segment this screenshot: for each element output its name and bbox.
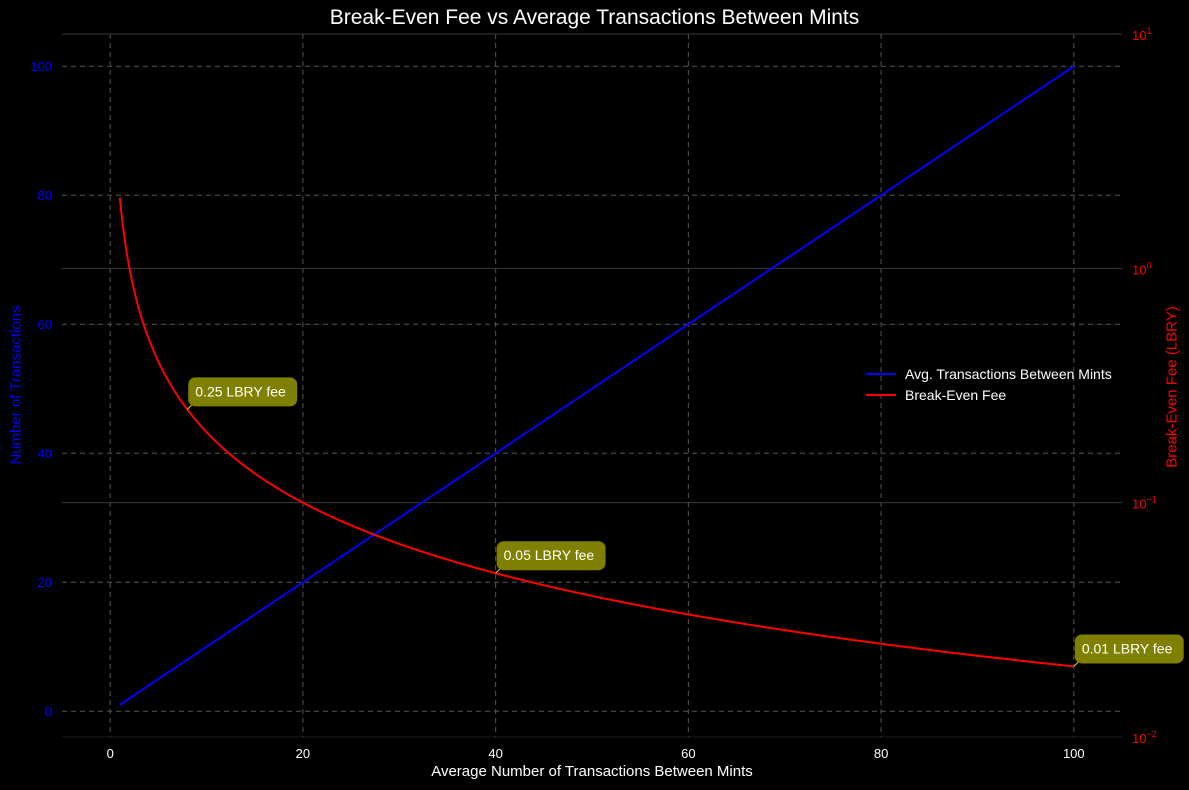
legend-item-avg-transactions: Avg. Transactions Between Mints: [866, 363, 1112, 384]
y-left-tick-label: 0: [45, 704, 52, 719]
y-axis-right-label: Break-Even Fee (LBRY): [1163, 306, 1181, 468]
annotation-box: [496, 541, 606, 571]
annotation-label: 0.01 LBRY fee: [1082, 640, 1173, 656]
y-axis-left-label: Number of Transactions: [7, 305, 25, 465]
annotation-box: [1074, 634, 1184, 664]
legend-swatch-red: [866, 393, 896, 396]
legend-label: Avg. Transactions Between Mints: [905, 365, 1112, 382]
y-right-tick-label: 10−2: [1132, 729, 1157, 746]
series-line-avg-transactions: [119, 65, 1075, 706]
x-tick-label: 20: [296, 746, 310, 761]
x-axis-label: Average Number of Transactions Between M…: [431, 763, 753, 780]
y-left-tick-label: 40: [38, 446, 52, 461]
y-right-tick-label: 101: [1132, 26, 1151, 43]
x-tick-label: 40: [488, 746, 502, 761]
y-right-tick-label: 10−1: [1132, 495, 1157, 512]
annotation: 0.05 LBRY fee: [495, 541, 606, 574]
legend-item-break-even-fee: Break-Even Fee: [866, 384, 1112, 405]
series-line-break-even-fee: [118, 197, 1074, 668]
legend-swatch-blue: [866, 372, 896, 375]
axes: [62, 33, 1122, 738]
y-left-tick-label: 20: [38, 575, 52, 590]
tick-labels: 0 20 40 60 80 100 0 20 40 60 80 100 10−2 10−1 100 101: [30, 26, 1156, 761]
x-tick-label: 0: [107, 746, 114, 761]
series-lines: [118, 65, 1075, 706]
y-left-tick-label: 100: [30, 59, 52, 74]
y-right-tick-label: 100: [1132, 260, 1151, 277]
legend: Avg. Transactions Between Mints Break-Ev…: [866, 363, 1112, 405]
chart-title: Break-Even Fee vs Average Transactions B…: [329, 6, 860, 29]
annotation-label: 0.05 LBRY fee: [504, 547, 595, 563]
x-tick-label: 100: [1063, 746, 1085, 761]
x-tick-label: 60: [681, 746, 695, 761]
annotation: 0.25 LBRY fee: [186, 377, 298, 410]
annotation-label: 0.25 LBRY fee: [195, 383, 286, 399]
annotations: 0.25 LBRY fee 0.05 LBRY fee 0.01 LBRY fee: [186, 377, 1184, 667]
annotation: 0.01 LBRY fee: [1073, 634, 1184, 667]
y-left-tick-label: 80: [38, 188, 52, 203]
y-left-tick-label: 60: [38, 317, 52, 332]
annotation-box: [188, 377, 298, 407]
x-tick-label: 80: [874, 746, 888, 761]
legend-label: Break-Even Fee: [905, 386, 1007, 403]
